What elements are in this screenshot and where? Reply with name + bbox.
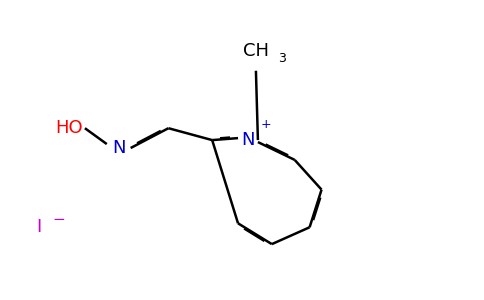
Text: 3: 3 [278,52,286,65]
Text: CH: CH [243,42,269,60]
Text: N: N [241,131,255,149]
Text: +: + [260,118,271,131]
Text: HO: HO [55,119,83,137]
Text: −: − [53,212,65,227]
Text: I: I [37,218,42,236]
Text: N: N [112,139,125,157]
